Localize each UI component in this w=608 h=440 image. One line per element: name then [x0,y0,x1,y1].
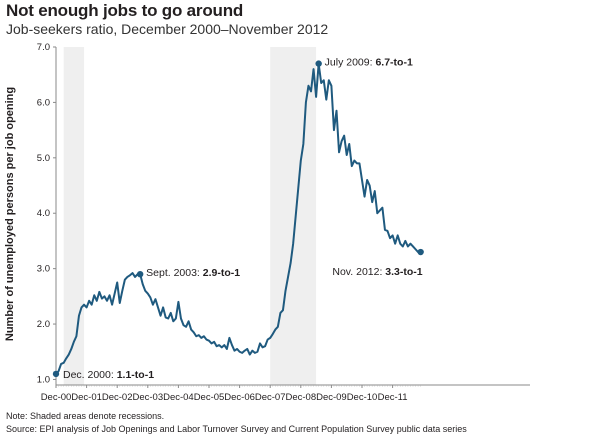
annotation-markers [52,60,424,378]
annotation-label: July 2009: 6.7-to-1 [325,57,413,69]
x-tick-label: Dec-02 [102,392,133,403]
x-tick-label: Dec-03 [132,392,163,403]
annotation-label: Dec. 2000: 1.1-to-1 [63,369,154,381]
recession-band-1 [63,47,85,385]
annotation-labels: Dec. 2000: 1.1-to-1 Sept. 2003: 2.9-to-1 J… [63,57,423,381]
recession-shading [63,47,317,385]
annotation-label: Nov. 2012: 3.3-to-1 [332,266,422,278]
recession-band-2 [270,47,317,385]
x-tick-label: Dec-06 [224,392,255,403]
y-tick-label: 3.0 [37,264,50,275]
annotation-point [136,270,144,278]
y-tick-label: 2.0 [37,319,50,330]
y-tick-label: 4.0 [37,208,50,219]
x-tick-label: Dec-09 [316,392,347,403]
x-tick-label: Dec-07 [255,392,286,403]
x-tick-label: Dec-11 [378,392,408,403]
source-text: Source: EPI analysis of Job Openings and… [6,424,467,434]
y-tick-label: 6.0 [37,97,50,108]
y-tick-label: 7.0 [37,42,50,53]
x-tick-label: Dec-05 [194,392,225,403]
y-tick-label: 5.0 [37,153,50,164]
x-tick-label: Dec-00 [41,392,72,403]
x-tick-label: Dec-08 [285,392,316,403]
annotation-point [417,248,424,256]
chart-title: Not enough jobs to go around [6,1,244,20]
note-text: Note: Shaded areas denote recessions. [6,411,165,421]
series-line-1 [55,62,422,375]
x-tick-label: Dec-10 [347,392,378,403]
annotation-point [52,370,60,378]
annotation-point [315,60,322,67]
annotation-label: Sept. 2003: 2.9-to-1 [146,267,240,279]
chart-subtitle: Job-seekers ratio, December 2000–Novembe… [6,21,329,37]
series-lines [55,62,422,375]
y-tick-label: 1.0 [37,374,50,385]
y-axis-title: Number of unemployed persons per job ope… [4,87,16,341]
x-tick-label: Dec-01 [71,392,102,403]
x-tick-label: Dec-04 [163,392,194,403]
